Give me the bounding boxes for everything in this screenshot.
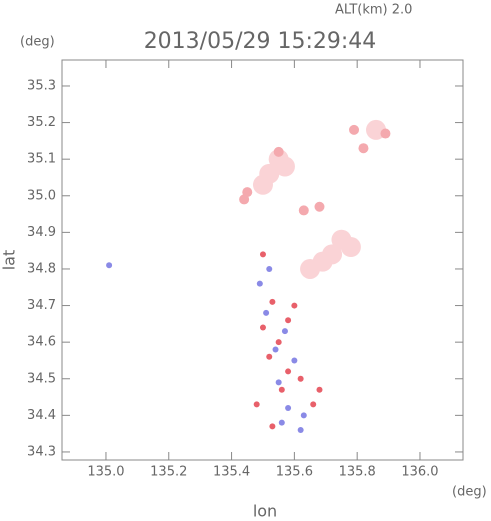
data-patch <box>297 426 304 433</box>
data-patch <box>252 174 273 195</box>
x-tick-label: 136.0 <box>401 465 438 480</box>
data-patch <box>266 265 273 272</box>
data-patch <box>259 251 266 258</box>
data-patch <box>259 324 266 331</box>
x-unit: (deg) <box>452 485 487 500</box>
y-tick-label: 35.1 <box>27 152 56 167</box>
data-patch <box>349 124 360 135</box>
data-patch <box>297 375 304 382</box>
data-patch <box>269 423 276 430</box>
data-patch <box>106 262 113 269</box>
data-patch <box>273 146 284 157</box>
x-tick-label: 135.6 <box>276 465 313 480</box>
y-tick-label: 35.3 <box>27 78 56 93</box>
data-patch <box>269 298 276 305</box>
x-tick-label: 135.8 <box>339 465 376 480</box>
data-patch <box>285 317 292 324</box>
data-patch <box>278 419 285 426</box>
data-patch <box>263 309 270 316</box>
data-patch <box>253 401 260 408</box>
data-patch <box>316 386 323 393</box>
y-tick-label: 34.9 <box>27 225 56 240</box>
data-patch <box>291 357 298 364</box>
data-patch <box>380 128 391 139</box>
y-tick-label: 35.2 <box>27 115 56 130</box>
y-unit: (deg) <box>20 35 55 50</box>
data-patch <box>272 346 279 353</box>
y-tick-label: 34.7 <box>27 298 56 313</box>
y-tick-label: 34.6 <box>27 335 56 350</box>
data-patch <box>340 237 361 258</box>
data-patch <box>298 205 309 216</box>
x-tick-label: 135.0 <box>87 465 124 480</box>
data-patch <box>322 244 343 265</box>
chart-subtitle: ALT(km) 2.0 <box>335 3 412 18</box>
data-patch <box>285 405 292 412</box>
data-patch <box>274 156 295 177</box>
data-patch <box>266 353 273 360</box>
data-patch <box>300 412 307 419</box>
x-axis-label: lon <box>253 502 277 521</box>
x-tick-label: 135.4 <box>213 465 250 480</box>
data-patch <box>275 379 282 386</box>
y-tick-label: 34.4 <box>27 408 56 423</box>
y-tick-label: 34.3 <box>27 444 56 459</box>
data-patch <box>278 386 285 393</box>
plot-frame <box>61 59 464 461</box>
data-patch <box>256 280 263 287</box>
y-tick-label: 35.0 <box>27 188 56 203</box>
data-patch <box>275 339 282 346</box>
data-patch <box>281 328 288 335</box>
data-patch <box>242 187 253 198</box>
data-patch <box>291 302 298 309</box>
y-axis-label: lat <box>0 250 19 271</box>
y-tick-label: 34.8 <box>27 261 56 276</box>
data-patch <box>358 143 369 154</box>
data-patch <box>285 368 292 375</box>
data-patch <box>314 201 325 212</box>
data-patch <box>300 258 321 279</box>
y-tick-label: 34.5 <box>27 371 56 386</box>
data-patch <box>310 401 317 408</box>
x-tick-label: 135.2 <box>150 465 187 480</box>
chart-title: 2013/05/29 15:29:44 <box>144 29 377 54</box>
